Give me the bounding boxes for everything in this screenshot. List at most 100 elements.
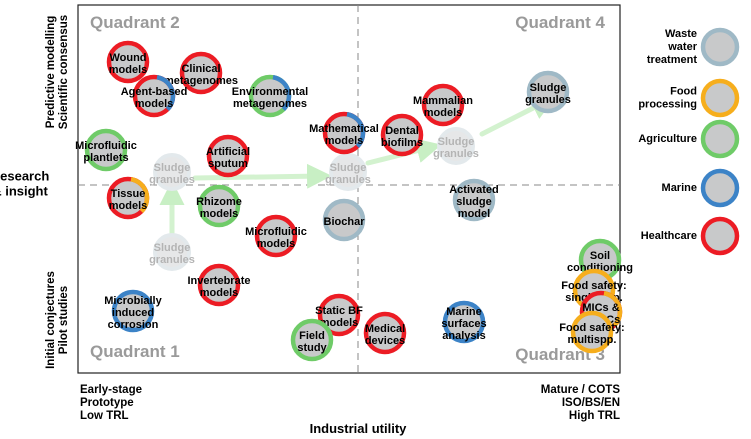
y-top-label: Predictive modelling Scientific consensus	[45, 15, 70, 129]
item-label: Activated sludge model	[449, 184, 499, 220]
item-bubble: Rhizome models	[196, 184, 242, 228]
item-bubble: Food safety: multispp.	[559, 310, 625, 354]
item-label: Environmental metagenomes	[232, 86, 308, 110]
legend-swatch	[700, 27, 740, 67]
plot-border	[77, 4, 621, 374]
bubble-ring-secondary	[156, 75, 176, 112]
sludge-final-bubble: Sludge granules	[525, 70, 571, 114]
item-label: Mammalian models	[413, 95, 473, 119]
bubble-ring	[322, 198, 366, 242]
bubble-ring	[380, 113, 424, 157]
bubble-ring	[111, 289, 155, 333]
item-bubble: Dental biofilms	[380, 113, 424, 157]
quadrant-label: Quadrant 1	[90, 342, 180, 361]
bubble-ring	[197, 263, 241, 307]
bubble-fill	[383, 116, 421, 154]
sludge-ghost-label: Sludge granules	[149, 162, 195, 186]
sludge-ghost-bubble	[153, 233, 191, 271]
bubble-fill	[366, 314, 404, 352]
bubble-ring-secondary	[130, 177, 150, 214]
item-bubble: Tissue models	[106, 176, 150, 220]
item-label: Biochar	[324, 216, 366, 228]
item-label: Microbially induced corrosion	[104, 295, 162, 331]
item-bubble: Agent-based models	[121, 74, 187, 118]
sludge-ghost-bubble	[153, 153, 191, 191]
item-bubble: Wound models	[106, 40, 150, 84]
sludge-ghost-bubble	[437, 127, 475, 165]
item-label: Microfluidic plantlets	[75, 140, 137, 164]
item-label: Medical devices	[365, 323, 405, 347]
item-bubble: Activated sludge model	[449, 178, 499, 222]
item-bubble: Biochar	[322, 198, 366, 242]
x-right-label-line: ISO/BS/EN	[562, 397, 620, 409]
bubble-fill	[109, 179, 147, 217]
x-axis-title: Industrial utility	[310, 421, 408, 436]
item-bubble: Marine surfaces analysis	[441, 300, 487, 344]
bubble-ring	[84, 128, 128, 172]
bubble-fill	[109, 43, 147, 81]
bubble-fill	[200, 266, 238, 304]
y-bottom-label-line: Initial conjectures	[45, 271, 57, 369]
item-bubble: Microfluidic plantlets	[75, 128, 137, 172]
y-top-label-line: Scientific consensus	[58, 15, 70, 129]
legend-label: Marine	[662, 182, 697, 194]
legend-label: Waste water treatment	[647, 28, 698, 66]
bubble-fill	[200, 187, 238, 225]
item-bubble: Mathematical models	[309, 111, 379, 155]
quadrant-label: Quadrant 2	[90, 13, 180, 32]
legend-entry: Agriculture	[638, 119, 740, 159]
trajectory-arrow	[192, 163, 332, 189]
bubble-fill	[325, 201, 363, 239]
x-right-label-line: High TRL	[569, 410, 620, 422]
bubble-ring	[254, 214, 298, 258]
legend-swatch	[700, 168, 740, 208]
item-bubble: Microbially induced corrosion	[104, 289, 163, 333]
item-label: Sludge granules	[525, 82, 571, 106]
bubble-ring	[570, 310, 614, 354]
item-bubble: Environmental metagenomes	[232, 74, 308, 118]
bubble-fill	[320, 296, 358, 334]
bubble-ring	[179, 51, 223, 95]
bubble-fill	[424, 86, 462, 124]
axis-labels: Research& insight Predictive modellingSci…	[0, 15, 620, 436]
bubble-fill	[455, 181, 493, 219]
bubble-fill	[251, 77, 289, 115]
bubble-fill	[87, 131, 125, 169]
item-label: Field study	[297, 330, 327, 354]
bubble-ring	[317, 293, 361, 337]
bubble-fill	[573, 313, 611, 351]
item-label: Soil conditioning	[567, 250, 633, 274]
sludge-ghost-label: Sludge granules	[149, 242, 195, 266]
bubble-fill	[209, 137, 247, 175]
bubble-fill	[293, 321, 331, 359]
item-label: Rhizome models	[196, 196, 242, 220]
bubble-fill	[114, 292, 152, 330]
item-label: Dental biofilms	[381, 125, 423, 149]
item-label: Invertebrate models	[188, 275, 251, 299]
item-label: Static BF models	[315, 305, 363, 329]
x-left-label-line: Low TRL	[80, 410, 129, 422]
x-left-label-line: Early-stage	[80, 384, 142, 396]
legend-entry: Food processing	[638, 78, 740, 118]
bubble-ring	[421, 83, 465, 127]
item-label: Food safety: multispp.	[559, 322, 624, 346]
legend: Waste water treatment Food processing Agricul…	[638, 27, 740, 256]
bubble-ring-secondary	[272, 75, 292, 112]
bubble-fill	[257, 217, 295, 255]
bubble-ring	[363, 311, 407, 355]
bubble-fill	[135, 77, 173, 115]
bubble-ring-secondary	[346, 112, 366, 149]
item-label: Marine surfaces analysis	[441, 306, 486, 342]
legend-swatch	[700, 119, 740, 159]
legend-entry: Waste water treatment	[647, 27, 740, 67]
sludge-ghost-label: Sludge granules	[325, 162, 371, 186]
bubble-ring	[106, 40, 150, 84]
item-label: Tissue models	[109, 188, 148, 212]
legend-swatch	[700, 78, 740, 118]
y-bottom-label-line: Pilot studies	[58, 286, 70, 354]
item-bubble: Field study	[290, 318, 334, 362]
item-bubble: Invertebrate models	[188, 263, 251, 307]
bubble-ring-secondary	[603, 291, 623, 328]
bubble-ring	[526, 70, 570, 114]
y-top-label-line: Predictive modelling	[45, 16, 57, 128]
